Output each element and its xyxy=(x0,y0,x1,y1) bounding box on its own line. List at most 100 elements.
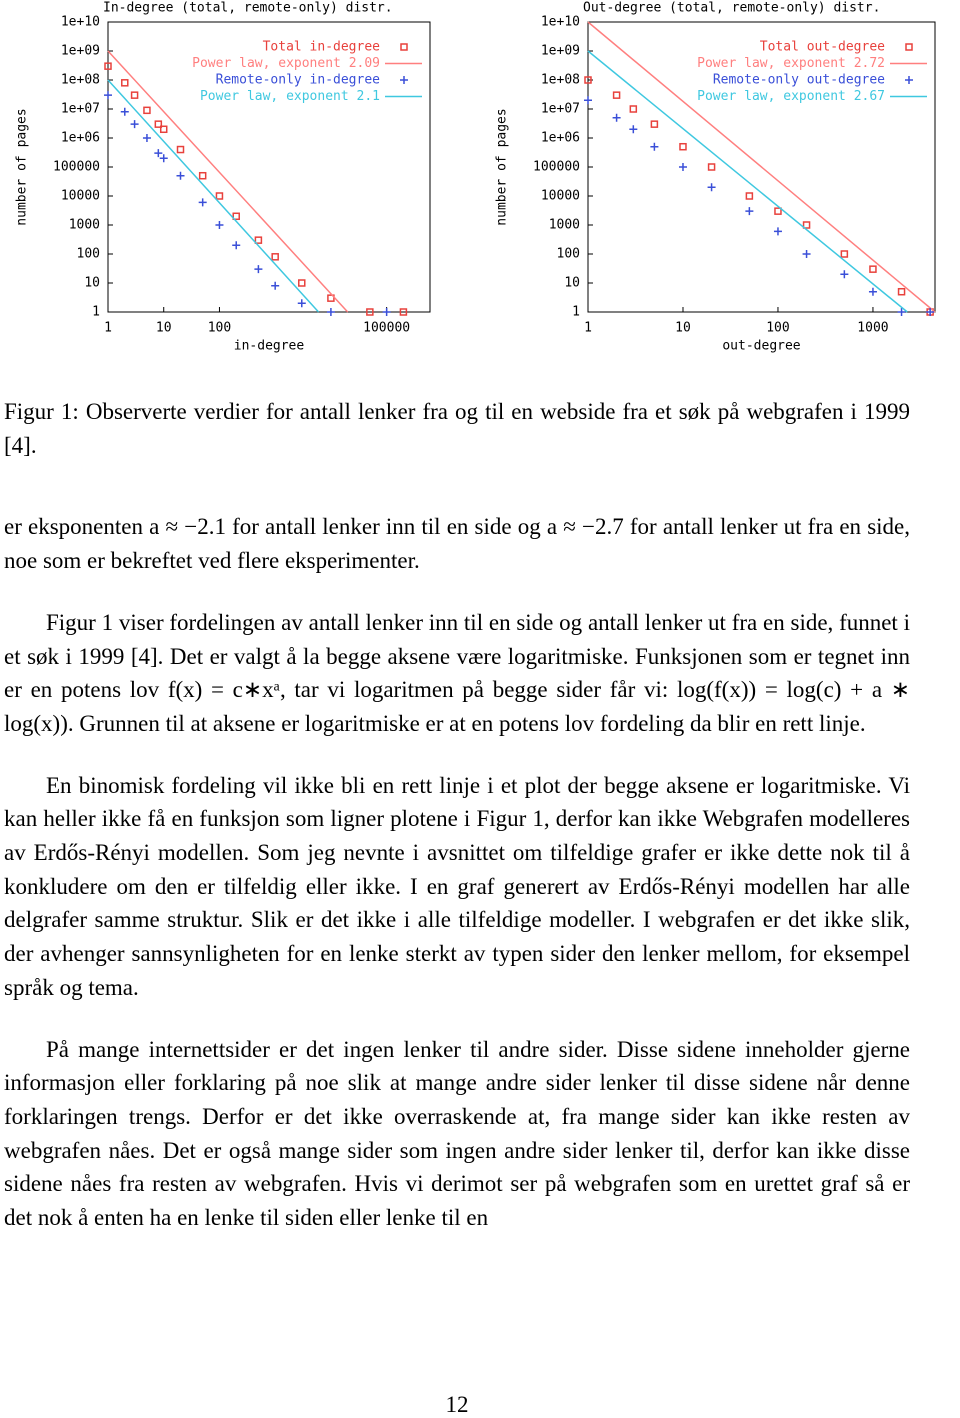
y-tick-label: 1000 xyxy=(549,218,580,233)
x-axis-label: out-degree xyxy=(722,339,800,354)
data-point xyxy=(612,113,621,122)
y-tick-label: 1e+06 xyxy=(541,131,580,146)
x-tick-label: 1000 xyxy=(857,321,888,336)
data-point xyxy=(773,227,782,236)
data-point xyxy=(104,91,112,100)
data-point xyxy=(926,308,935,316)
y-tick-label: 10 xyxy=(84,276,100,291)
y-tick-label: 1e+07 xyxy=(541,102,580,117)
data-point xyxy=(897,308,906,316)
x-tick-label: 10 xyxy=(156,321,172,336)
data-point xyxy=(584,96,592,105)
data-point xyxy=(232,212,240,221)
legend-label: Power law, exponent 2.67 xyxy=(697,89,885,104)
body-text: Figur 1: Observerte verdier for antall l… xyxy=(4,395,910,1263)
data-point xyxy=(198,198,207,207)
data-point xyxy=(399,308,408,316)
page-number: 12 xyxy=(445,1392,469,1417)
data-point xyxy=(298,279,306,287)
x-axis-label: in-degree xyxy=(234,339,305,354)
data-point xyxy=(120,107,129,116)
chart-title: In-degree (total, remote-only) distr. xyxy=(103,1,393,16)
y-tick-label: 10 xyxy=(564,276,580,291)
paragraph: På mange internettsider er det ingen len… xyxy=(4,1036,910,1231)
legend-label: Power law, exponent 2.1 xyxy=(200,89,380,104)
data-point xyxy=(130,120,139,129)
y-tick-label: 1e+10 xyxy=(541,15,580,30)
data-point xyxy=(650,142,659,151)
power-law-line xyxy=(587,21,936,313)
data-point xyxy=(154,149,163,158)
data-point xyxy=(271,281,280,290)
data-point xyxy=(802,250,811,258)
data-point xyxy=(868,287,877,296)
legend-label: Total in-degree xyxy=(263,40,381,55)
legend-swatch xyxy=(905,76,913,84)
data-point xyxy=(198,171,207,180)
y-tick-label: 1e+08 xyxy=(541,73,580,88)
data-point xyxy=(745,207,754,216)
power-law-line xyxy=(107,50,349,313)
data-point xyxy=(130,91,139,99)
data-point xyxy=(176,145,185,154)
data-point xyxy=(897,287,906,296)
data-point xyxy=(382,308,391,316)
y-tick-label: 100000 xyxy=(533,160,580,175)
x-tick-label: 100 xyxy=(766,321,789,336)
data-point xyxy=(143,106,151,115)
legend-swatch xyxy=(400,76,408,84)
paragraph: er eksponenten a ≈ −2.1 for antall lenke… xyxy=(4,514,910,574)
y-axis-label: number of pages xyxy=(495,108,510,225)
data-point xyxy=(707,163,716,171)
y-tick-label: 1e+09 xyxy=(61,44,100,59)
y-tick-label: 10000 xyxy=(541,189,580,204)
figure: In-degree (total, remote-only) distr. in-… xyxy=(15,1,936,354)
legend-swatch xyxy=(905,43,913,51)
y-tick-label: 1e+06 xyxy=(61,131,100,146)
data-point xyxy=(176,171,185,180)
data-point xyxy=(159,154,168,163)
data-point xyxy=(612,91,621,99)
y-tick-label: 100 xyxy=(557,247,580,262)
data-point xyxy=(254,265,263,274)
y-tick-label: 1e+09 xyxy=(541,44,580,59)
data-point xyxy=(254,236,263,244)
data-point xyxy=(650,120,659,128)
data-point xyxy=(707,183,716,192)
x-tick-label: 10 xyxy=(675,321,691,336)
data-point xyxy=(142,134,151,142)
data-point xyxy=(774,207,782,215)
data-point xyxy=(271,253,279,261)
data-point xyxy=(629,105,638,113)
y-tick-label: 1e+07 xyxy=(61,102,100,117)
power-law-line xyxy=(107,79,320,313)
data-point xyxy=(678,163,687,171)
data-point xyxy=(679,142,687,151)
x-tick-label: 1 xyxy=(584,321,592,336)
legend-label: Power law, exponent 2.09 xyxy=(192,56,380,71)
y-tick-label: 1 xyxy=(572,305,580,320)
data-point xyxy=(629,125,638,134)
legend-swatch xyxy=(400,43,408,51)
y-tick-label: 100 xyxy=(77,247,100,262)
y-tick-label: 10000 xyxy=(61,189,100,204)
y-axis-label: number of pages xyxy=(15,108,30,225)
y-tick-label: 1e+10 xyxy=(61,15,100,30)
y-tick-label: 1000 xyxy=(69,218,100,233)
data-point xyxy=(745,192,754,200)
data-point xyxy=(159,125,168,134)
data-point xyxy=(840,250,849,258)
data-point xyxy=(869,265,877,273)
data-point xyxy=(366,308,374,316)
data-point xyxy=(104,62,112,70)
chart-title: Out-degree (total, remote-only) distr. xyxy=(583,1,880,16)
legend-label: Remote-only in-degree xyxy=(216,73,381,88)
legend-label: Remote-only out-degree xyxy=(713,73,885,88)
data-point xyxy=(215,192,224,200)
data-point xyxy=(840,270,849,279)
data-point xyxy=(215,221,224,229)
caption: Figur 1: Observerte verdier for antall l… xyxy=(4,399,910,458)
y-tick-label: 100000 xyxy=(53,160,100,175)
data-point xyxy=(584,76,592,84)
